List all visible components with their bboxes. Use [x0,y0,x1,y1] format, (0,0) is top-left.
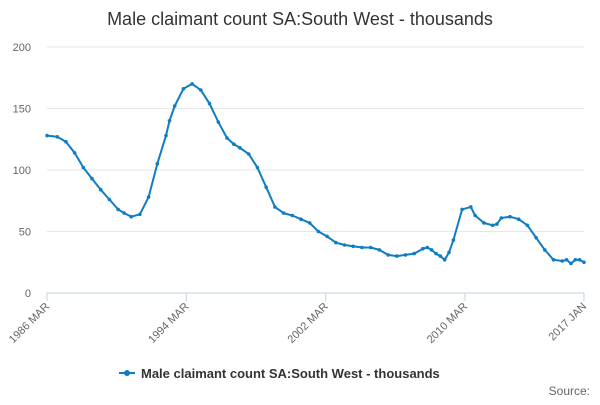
data-point[interactable] [181,87,186,91]
data-point[interactable] [560,259,564,263]
data-point[interactable] [155,162,160,166]
source-label: Source: [549,384,590,398]
data-point[interactable] [138,212,142,217]
data-point[interactable] [334,240,338,245]
data-point[interactable] [55,135,59,139]
data-point[interactable] [273,205,277,209]
y-tick-label: 200 [13,42,31,54]
y-tick-label: 150 [13,104,31,116]
x-tick-label: 1986 MAR [7,301,52,346]
data-point[interactable] [216,120,221,124]
data-point[interactable] [508,214,512,219]
data-point[interactable] [551,258,556,262]
data-point[interactable] [403,253,408,257]
legend[interactable]: Male claimant count SA:South West - thou… [119,366,440,381]
data-point[interactable] [447,250,451,255]
data-point[interactable] [129,214,133,219]
data-point[interactable] [72,151,77,155]
data-point[interactable] [122,211,126,215]
chart-title: Male claimant count SA:South West - thou… [107,9,493,29]
data-point[interactable] [368,245,373,250]
data-point[interactable] [460,207,464,212]
data-point[interactable] [107,197,112,202]
y-axis: 0 50 100 150 200 [13,42,31,300]
data-point[interactable] [425,245,430,250]
data-point[interactable] [434,251,438,256]
data-point[interactable] [442,258,447,262]
y-tick-label: 100 [13,165,31,177]
data-point[interactable] [451,238,456,242]
legend-label: Male claimant count SA:South West - thou… [141,366,440,381]
data-point[interactable] [146,195,151,199]
data-point[interactable] [238,146,242,150]
x-tick-label: 1994 MAR [146,301,191,346]
data-point[interactable] [172,104,177,108]
data-point[interactable] [164,133,168,138]
data-point[interactable] [316,229,321,234]
data-point[interactable] [582,260,586,265]
x-tick-label: 2017 JAN [546,301,589,344]
data-point[interactable] [469,205,473,209]
series-line [46,82,585,265]
data-point[interactable] [495,222,499,226]
data-point[interactable] [264,185,269,189]
data-point[interactable] [45,133,49,138]
data-point[interactable] [290,213,295,218]
data-point[interactable] [564,258,569,262]
data-point[interactable] [98,187,103,192]
data-point[interactable] [395,254,399,258]
x-tick-label: 2002 MAR [286,301,331,346]
y-tick-label: 50 [19,227,31,239]
data-point[interactable] [499,216,504,220]
data-point[interactable] [525,223,530,228]
data-point[interactable] [516,217,521,221]
data-point[interactable] [573,258,578,262]
series-layer [45,82,586,266]
data-point[interactable] [386,253,390,257]
data-point[interactable] [360,245,364,250]
data-point[interactable] [116,207,120,212]
data-point[interactable] [438,254,443,258]
data-point[interactable] [429,248,434,252]
data-point[interactable] [281,211,286,215]
data-point[interactable] [351,244,356,249]
data-point[interactable] [199,88,203,92]
data-point[interactable] [482,221,486,225]
data-point[interactable] [325,234,329,239]
data-point[interactable] [307,221,312,225]
data-point[interactable] [421,246,425,251]
data-point[interactable] [90,176,94,181]
data-point[interactable] [342,243,347,247]
data-point[interactable] [299,217,303,221]
data-point[interactable] [64,139,68,144]
legend-marker [124,370,130,376]
data-point[interactable] [81,165,86,170]
data-point[interactable] [167,119,172,123]
data-point[interactable] [543,248,547,252]
data-point[interactable] [473,213,477,218]
data-point[interactable] [232,142,236,146]
data-point[interactable] [246,152,251,156]
data-point[interactable] [255,165,260,170]
x-tick-label: 2010 MAR [425,301,470,346]
x-axis: 1986 MAR 1994 MAR 2002 MAR 2010 MAR 2017 JAN [7,292,589,346]
data-point[interactable] [207,101,212,106]
data-point[interactable] [490,223,495,228]
data-point[interactable] [577,258,582,262]
data-point[interactable] [377,248,382,252]
y-tick-label: 0 [25,288,31,300]
grid [47,46,584,294]
data-point[interactable] [190,82,194,86]
data-point[interactable] [225,136,229,140]
data-point[interactable] [569,261,573,266]
data-point[interactable] [412,251,417,256]
data-point[interactable] [534,235,538,240]
